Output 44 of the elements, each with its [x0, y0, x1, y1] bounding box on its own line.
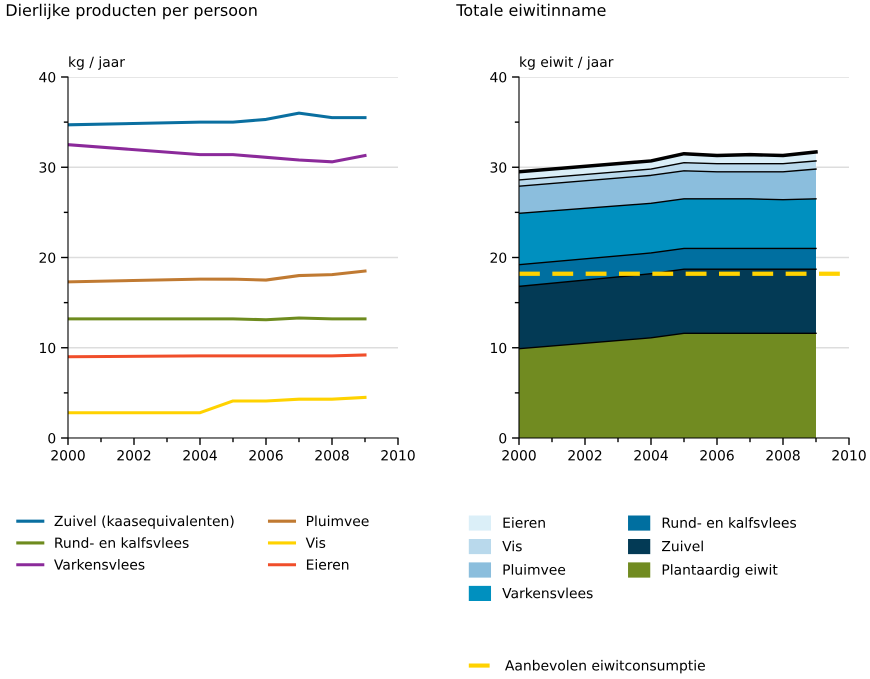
x-tick-label: 2010 [381, 450, 415, 461]
legend-label: Varkensvlees [502, 588, 593, 598]
x-tick-label: 2000 [51, 450, 85, 461]
legend-label: Pluimvee [306, 515, 369, 526]
legend-label: Varkensvlees [54, 559, 144, 570]
legend-label: Pluimvee [503, 564, 566, 575]
legend-label: Rund- en kalfsvlees [662, 517, 796, 528]
chart-title: Totale eiwitinname [456, 4, 606, 16]
chart-title: Dierlijke producten per persoon [6, 4, 257, 20]
line-series [68, 112, 367, 126]
x-tick-label: 2002 [568, 450, 602, 461]
x-tick-label: 2008 [315, 450, 349, 461]
line-series [68, 270, 367, 284]
y-axis-title: kg / jaar [69, 56, 125, 70]
legend-label: Rund- en kalfsvlees [55, 537, 189, 548]
y-tick-label: 30 [40, 162, 56, 173]
x-tick-label: 2006 [700, 450, 734, 461]
x-tick-label: 2004 [183, 450, 217, 461]
x-tick-label: 2006 [249, 450, 283, 461]
y-tick-label: 20 [490, 252, 506, 263]
legend-label: Aanbevolen eiwitconsumptie [505, 660, 705, 674]
y-tick-label: 0 [48, 432, 56, 444]
legend-label: Eieren [306, 559, 348, 570]
x-tick-label: 2008 [766, 450, 800, 461]
legend-label: Vis [306, 537, 326, 548]
y-tick-label: 40 [490, 72, 506, 82]
y-tick-label: 10 [491, 342, 506, 354]
legend-label: Eieren [503, 517, 545, 528]
x-tick-label: 2000 [502, 450, 536, 461]
line-series [68, 396, 367, 414]
x-tick-label: 2002 [117, 450, 150, 461]
x-tick-label: 2004 [634, 450, 668, 461]
y-tick-label: 0 [499, 432, 506, 444]
legend-label: Vis [502, 540, 522, 552]
x-tick-label: 2010 [832, 450, 866, 461]
legend-label: Zuivel (kaasequivalenten) [54, 515, 234, 529]
y-tick-label: 20 [40, 252, 56, 263]
y-tick-label: 10 [40, 342, 56, 354]
line-series [68, 143, 367, 164]
y-axis-title: kg eiwit / jaar [520, 56, 614, 70]
y-tick-label: 30 [490, 162, 506, 173]
legend-label: Zuivel [662, 540, 703, 552]
legend-label: Plantaardig eiwit [662, 564, 778, 578]
y-tick-label: 40 [39, 72, 56, 82]
